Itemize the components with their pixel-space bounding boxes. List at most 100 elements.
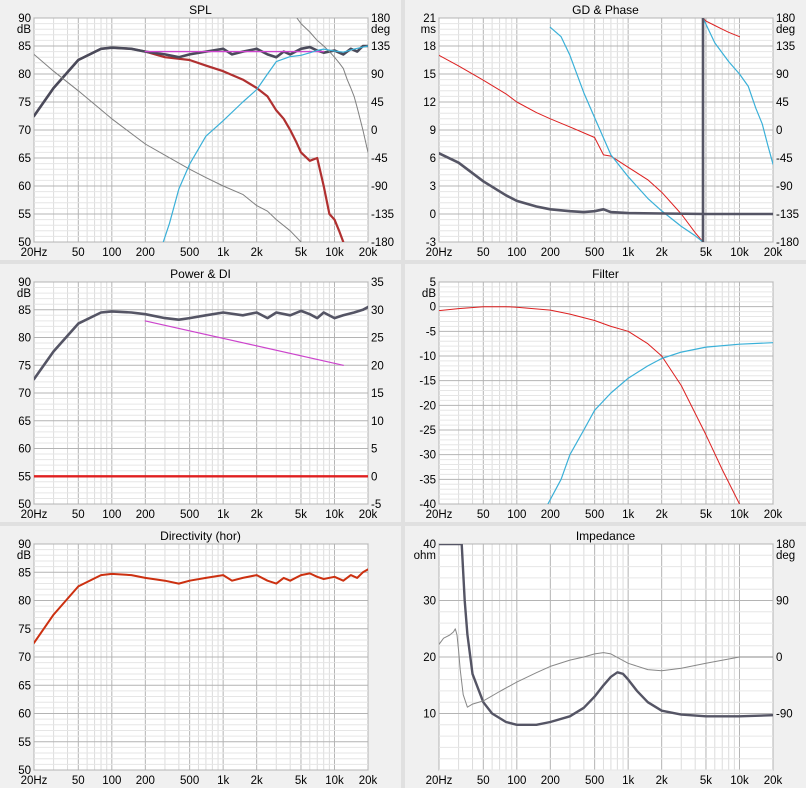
y-tick-label: -35	[419, 474, 436, 486]
spl-chart[interactable]: 20Hz 50 100 200 500 1k 2k 5k 10k 20k5055606570758…	[0, 0, 401, 260]
y-tick-label: 70	[18, 388, 31, 400]
y-tick-label: 18	[423, 41, 436, 53]
y2-axis: -5 0 5 10 15 20 25 30 35	[371, 277, 384, 511]
y2-tick-label: 45	[776, 97, 789, 109]
y-tick-label: 55	[18, 209, 31, 221]
y-tick-label: 5	[430, 277, 436, 289]
y-tick-label: 21	[423, 13, 436, 25]
series-line-0	[439, 306, 740, 504]
y-tick-label: 60	[18, 181, 31, 193]
y2-tick-label: 30	[371, 305, 384, 317]
x-tick-label: 50	[72, 775, 85, 787]
y-tick-label: 0	[430, 209, 436, 221]
y2-tick-label: -45	[371, 153, 388, 165]
y-tick-label: -20	[419, 400, 436, 412]
x-tick-label: 20Hz	[426, 509, 453, 521]
series-line-1	[702, 18, 740, 38]
series-group	[439, 306, 773, 504]
x-tick-label: 200	[541, 509, 560, 521]
x-tick-label: 2k	[251, 247, 263, 259]
x-tick-label: 100	[102, 775, 121, 787]
x-tick-label: 100	[102, 247, 121, 259]
vertical-splitter[interactable]	[401, 0, 405, 788]
y-tick-label: 65	[18, 680, 31, 692]
x-tick-label: 20Hz	[426, 775, 453, 787]
gd-phase-chart[interactable]: 20Hz 50 100 200 500 1k 2k 5k 10k 20k -3 0 3 6 9 12 15 18 2…	[405, 0, 806, 260]
series-line-2	[549, 26, 704, 242]
y-tick-label: 55	[18, 737, 31, 749]
x-axis: 20Hz 50 100 200 500 1k 2k 5k 10k 20k	[426, 775, 783, 787]
y-tick-label: 60	[18, 444, 31, 456]
y-tick-label: -3	[426, 237, 436, 249]
y2-tick-label: -135	[776, 209, 799, 221]
y2-tick-label: -45	[776, 153, 793, 165]
power-di-panel: Power & DI 20Hz 50 100 200 500 1k 2k 5k 10k 20k 50…	[0, 264, 401, 522]
y-tick-label: 90	[18, 539, 31, 551]
x-tick-label: 200	[541, 247, 560, 259]
x-tick-label: 2k	[656, 775, 668, 787]
x-tick-label: 10k	[325, 775, 344, 787]
series-line-1	[144, 320, 344, 366]
y-tick-label: 60	[18, 709, 31, 721]
y-tick-label: 55	[18, 471, 31, 483]
x-tick-label: 2k	[656, 247, 668, 259]
chart-title: SPL	[189, 3, 212, 17]
horizontal-splitter-2[interactable]	[0, 522, 806, 526]
x-tick-label: 500	[180, 775, 199, 787]
y2-tick-label: 135	[371, 41, 390, 53]
y2-tick-label: -90	[776, 181, 793, 193]
y-tick-label: -40	[419, 499, 436, 511]
y2-tick-label: 90	[776, 69, 789, 81]
y-tick-label: 20	[423, 652, 436, 664]
y2-tick-label: -135	[371, 209, 394, 221]
y2-axis-unit: deg	[371, 24, 390, 36]
y2-tick-label: -180	[776, 237, 799, 249]
series-line-1	[439, 628, 773, 708]
chart-title: Directivity (hor)	[160, 529, 241, 543]
y-tick-label: 75	[18, 97, 31, 109]
y2-tick-label: 0	[371, 125, 377, 137]
x-tick-label: 100	[507, 509, 526, 521]
y2-tick-label: 0	[371, 471, 377, 483]
x-tick-label: 10k	[730, 509, 749, 521]
y-tick-label: 10	[423, 709, 436, 721]
power-di-chart[interactable]: 20Hz 50 100 200 500 1k 2k 5k 10k 20k5055606570758…	[0, 264, 401, 522]
x-tick-label: 5k	[700, 509, 712, 521]
y2-tick-label: 15	[371, 388, 384, 400]
x-tick-label: 20k	[359, 247, 378, 259]
y2-tick-label: 0	[776, 125, 782, 137]
y2-tick-label: -180	[371, 237, 394, 249]
x-tick-label: 1k	[622, 247, 634, 259]
x-tick-label: 5k	[295, 247, 307, 259]
y-tick-label: 30	[423, 596, 436, 608]
x-axis: 20Hz 50 100 200 500 1k 2k 5k 10k 20k	[21, 247, 378, 259]
x-axis: 20Hz 50 100 200 500 1k 2k 5k 10k 20k	[426, 509, 783, 521]
y2-tick-label: 90	[371, 69, 384, 81]
x-tick-label: 200	[541, 775, 560, 787]
x-tick-label: 1k	[217, 247, 229, 259]
series-line-0	[34, 568, 368, 644]
y-tick-label: 3	[430, 181, 436, 193]
x-tick-label: 500	[180, 247, 199, 259]
x-tick-label: 100	[102, 509, 121, 521]
y-tick-label: -10	[419, 351, 436, 363]
x-tick-label: 5k	[295, 775, 307, 787]
x-axis: 20Hz 50 100 200 500 1k 2k 5k 10k 20k	[21, 775, 378, 787]
y-tick-label: -5	[426, 326, 436, 338]
horizontal-splitter-1[interactable]	[0, 260, 806, 264]
series-group	[439, 18, 773, 242]
series-group	[34, 18, 368, 242]
y2-tick-label: 25	[371, 333, 384, 345]
directivity-chart[interactable]: 20Hz 50 100 200 500 1k 2k 5k 10k 20k5055606570758…	[0, 526, 401, 788]
y-tick-label: 50	[18, 237, 31, 249]
filter-panel: Filter 20Hz 50 100 200 500 1k 2k 5k 10k 20k -40 -35…	[405, 264, 806, 522]
x-tick-label: 5k	[295, 509, 307, 521]
y-tick-label: 50	[18, 765, 31, 777]
x-tick-label: 2k	[251, 509, 263, 521]
x-tick-label: 20k	[359, 509, 378, 521]
filter-chart[interactable]: 20Hz 50 100 200 500 1k 2k 5k 10k 20k-40-35-30-25-…	[405, 264, 806, 522]
y-tick-label: 6	[430, 153, 436, 165]
